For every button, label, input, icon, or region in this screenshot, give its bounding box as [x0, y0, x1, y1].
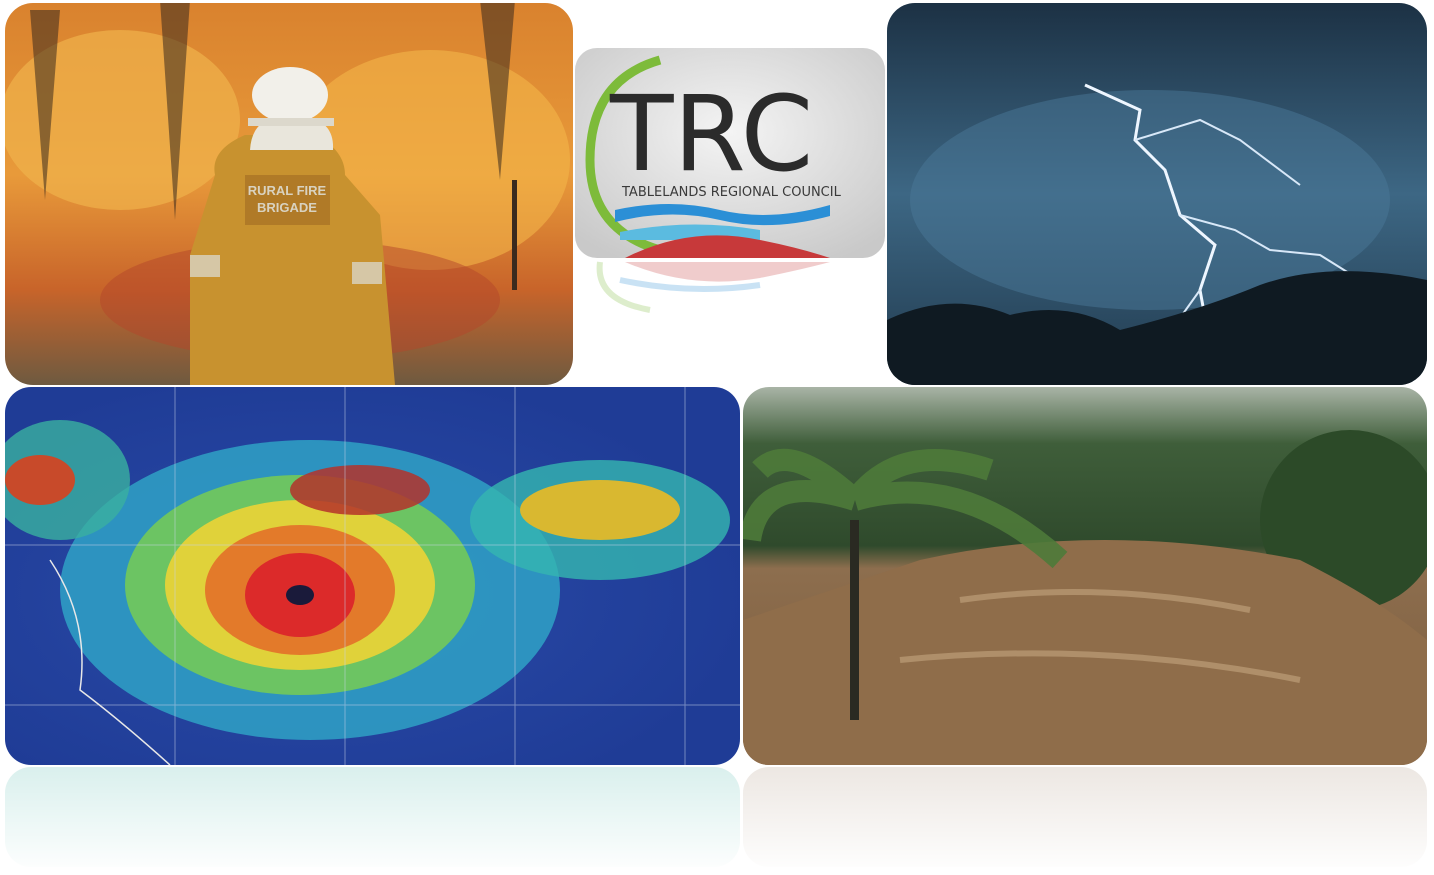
reflections [0, 765, 1434, 875]
jacket-text: RURAL FIRE [248, 183, 327, 198]
logo-abbreviation: TRC [609, 73, 813, 195]
lightning-photo [887, 3, 1427, 385]
jacket-text: BRIGADE [257, 200, 317, 215]
cyclone-photo [5, 387, 740, 765]
logo: TRC TABLELANDS REGIONAL COUNCIL [575, 48, 885, 258]
fire-photo: RURAL FIRE BRIGADE [5, 3, 573, 385]
flood-photo [743, 387, 1427, 765]
logo-name: TABLELANDS REGIONAL COUNCIL [621, 185, 842, 200]
logo-reflection [596, 261, 830, 313]
